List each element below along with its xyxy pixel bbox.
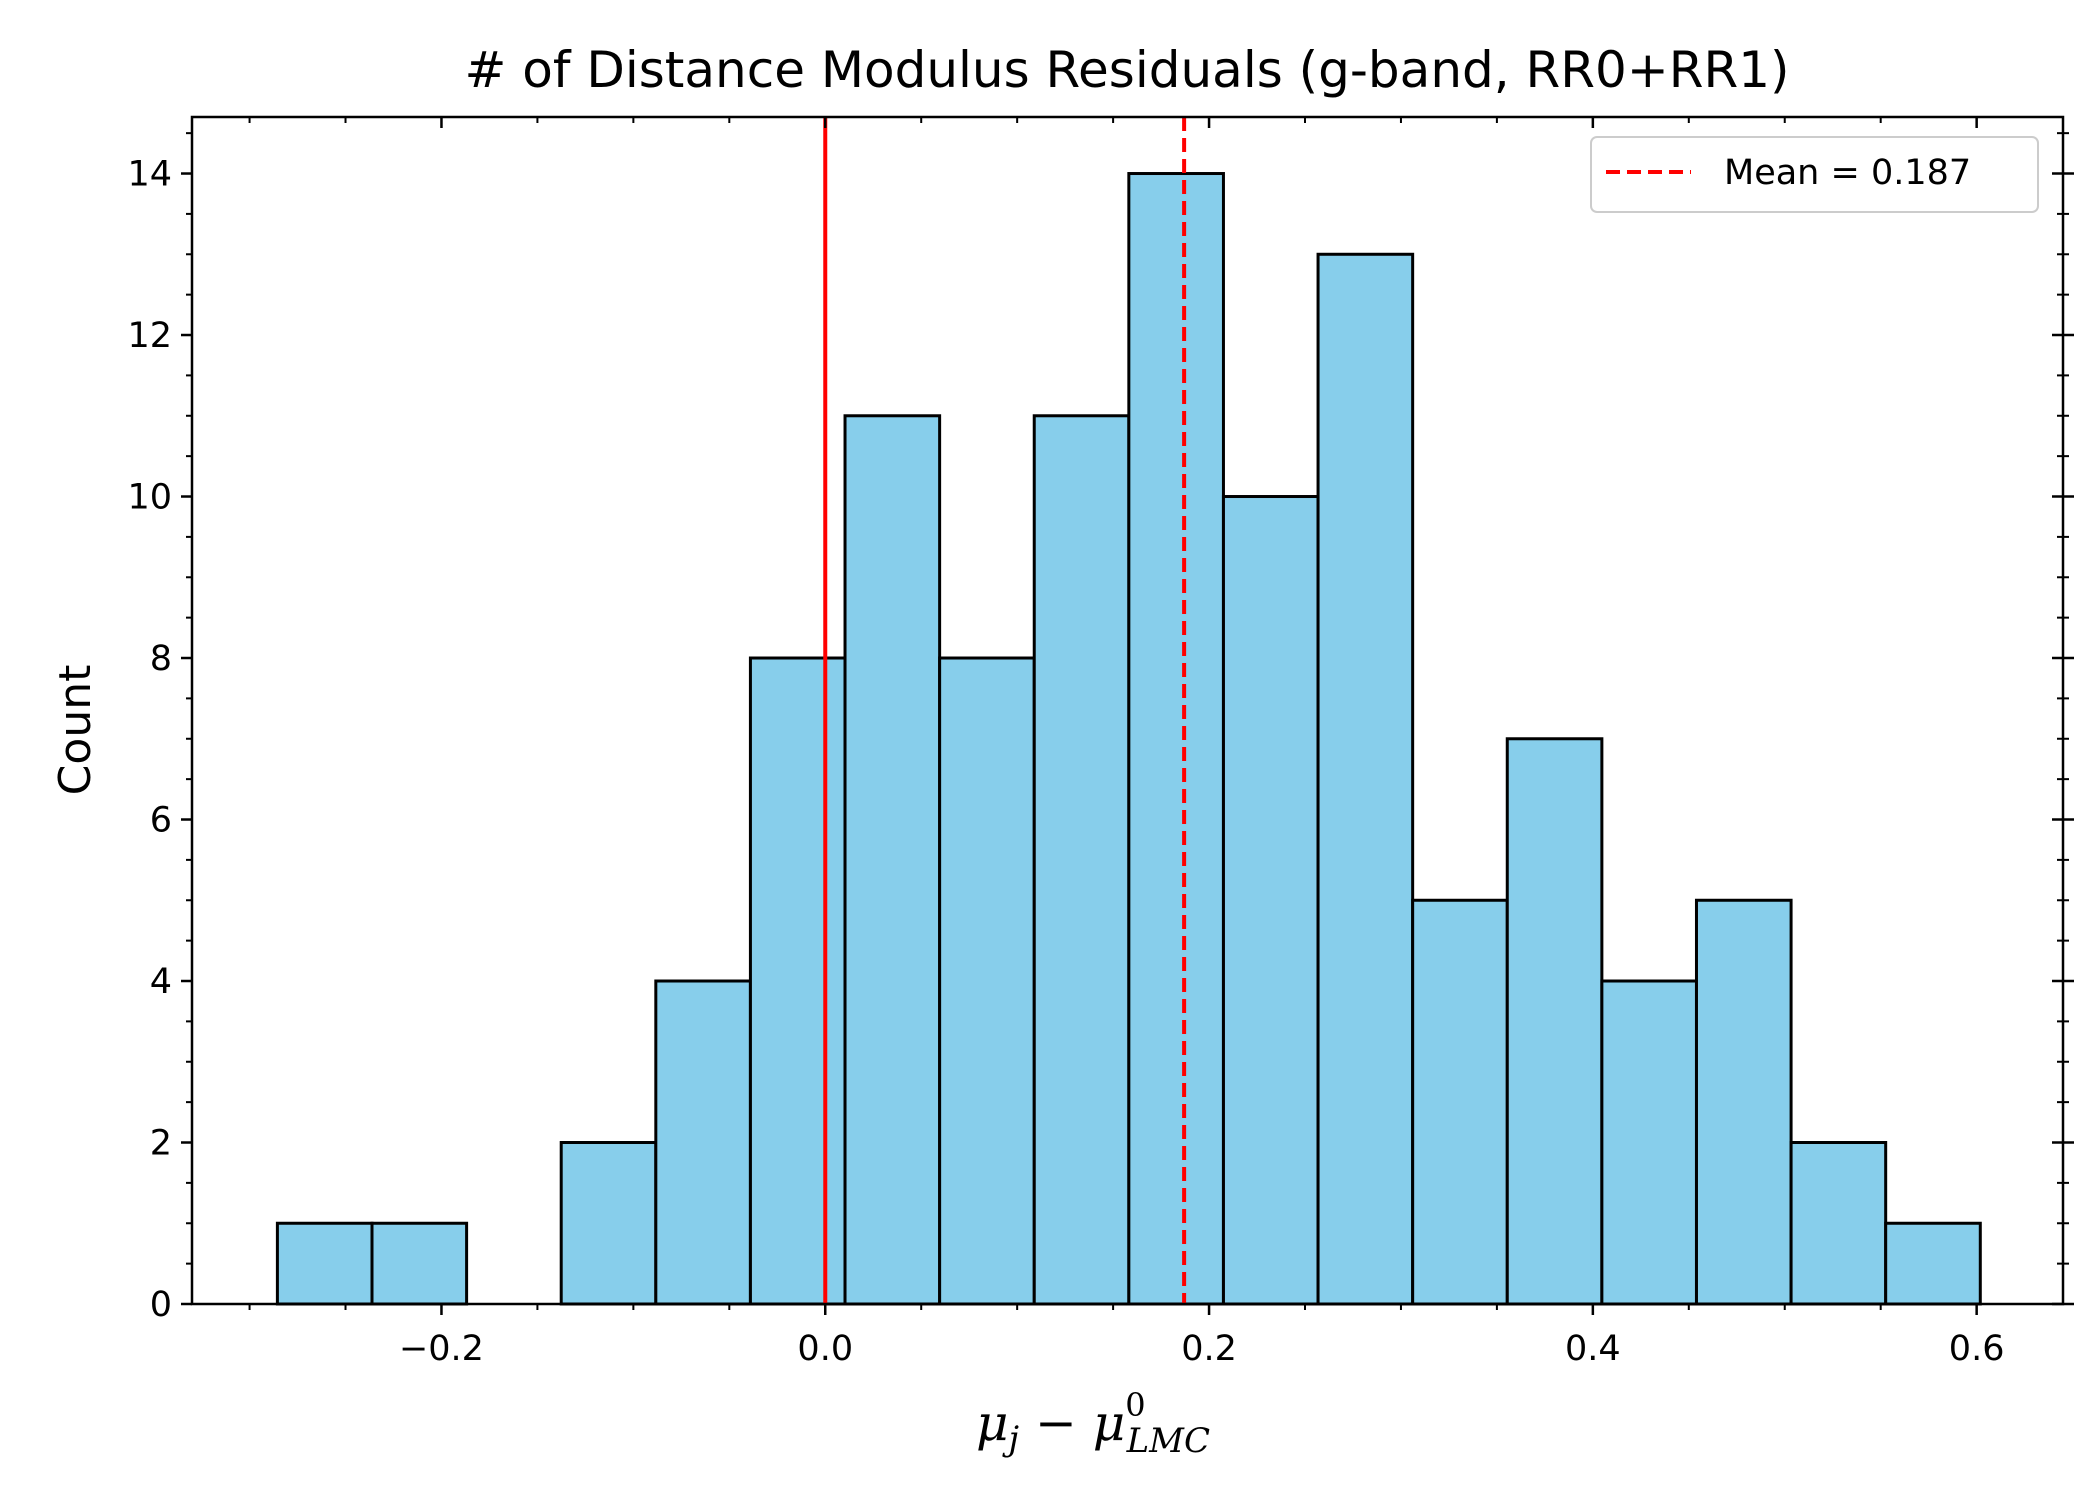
histogram-bar [1789, 1141, 1888, 1306]
histogram-bar [843, 414, 942, 1306]
x-tick-label: 0.2 [1181, 1329, 1237, 1369]
chart-title: # of Distance Modulus Residuals (g-band,… [464, 41, 1789, 99]
x-label-sub-lmc: LMC [1126, 1421, 1210, 1461]
x-label-minus: − [1019, 1394, 1093, 1452]
y-tick-label: 2 [150, 1124, 172, 1164]
axes-frame [190, 115, 2065, 1306]
x-label-mu2: μ [1093, 1394, 1126, 1452]
histogram-bar [1032, 414, 1131, 1306]
y-axis-label: Count [50, 665, 101, 796]
x-tick-label: −0.2 [399, 1329, 484, 1369]
x-tick-label: 0.4 [1565, 1329, 1621, 1369]
x-tick-label: 0.6 [1949, 1329, 2005, 1369]
histogram-bar [1505, 737, 1604, 1306]
x-label-sup: 0 [1125, 1386, 1145, 1424]
reference-lines-group [823, 117, 1187, 1304]
legend-mean-label: Mean = 0.187 [1724, 153, 1971, 193]
histogram-bar [559, 1141, 658, 1306]
histogram-bar [1411, 898, 1509, 1306]
x-axis-label: μj − μ0 LMC [976, 1386, 1210, 1461]
legend: Mean = 0.187 [1590, 136, 2039, 213]
y-tick-label: 10 [127, 478, 172, 518]
x-tick-label: 0.0 [797, 1329, 853, 1369]
histogram-bar [1221, 495, 1320, 1306]
bars-group [275, 172, 1982, 1306]
histogram-bar [654, 979, 752, 1306]
histogram-bar [938, 656, 1036, 1306]
y-tick-label: 12 [127, 316, 172, 356]
histogram-bar [1694, 898, 1793, 1306]
y-tick-label: 6 [150, 801, 172, 841]
y-tick-label: 8 [150, 639, 172, 679]
y-tick-label: 4 [150, 962, 172, 1002]
legend-box [1590, 136, 2039, 213]
ticks-group: −0.2 0.0 0.2 0.4 0.6 0 2 4 6 8 10 12 14 [127, 117, 2074, 1369]
histogram-bar [275, 1221, 374, 1306]
y-tick-label: 14 [127, 155, 172, 195]
histogram-bar [1884, 1221, 1982, 1306]
histogram-bar [1316, 252, 1415, 1306]
y-tick-label: 0 [150, 1285, 172, 1325]
histogram-bar [1127, 172, 1225, 1306]
histogram-bar [370, 1221, 469, 1306]
histogram-bar [1600, 979, 1698, 1306]
x-label-mu: μ [976, 1394, 1009, 1452]
histogram-bar [748, 656, 847, 1306]
